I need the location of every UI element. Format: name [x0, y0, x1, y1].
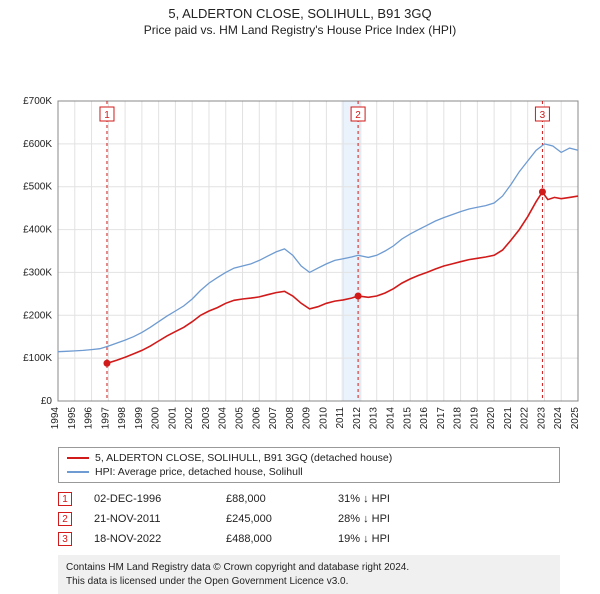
series-line-hpi — [58, 144, 578, 352]
y-tick-label: £700K — [23, 96, 52, 107]
x-tick-label: 2004 — [218, 407, 229, 430]
x-tick-label: 2020 — [486, 407, 497, 430]
x-tick-label: 2014 — [385, 407, 396, 430]
x-tick-label: 2025 — [570, 407, 581, 430]
y-tick-label: £600K — [23, 139, 52, 150]
chart-svg: £0 £100K £200K £300K £400K £500K £600K £700K 199… — [0, 43, 600, 443]
transaction-index-box: 2 — [58, 512, 72, 526]
event-marker-label: 2 — [355, 110, 361, 121]
legend-item: 5, ALDERTON CLOSE, SOLIHULL, B91 3GQ (de… — [61, 451, 557, 465]
x-tick-label: 2000 — [151, 407, 162, 430]
transaction-row: 1 02-DEC-1996 £88,000 31% ↓ HPI — [58, 489, 560, 509]
y-tick-label: £100K — [23, 353, 52, 364]
y-tick-label: £400K — [23, 225, 52, 236]
transaction-diff: 31% ↓ HPI — [338, 493, 438, 505]
x-tick-label: 1999 — [134, 407, 145, 430]
x-tick-label: 2021 — [503, 407, 514, 430]
x-tick-label: 2009 — [302, 407, 313, 430]
transaction-date: 02-DEC-1996 — [94, 493, 204, 505]
x-tick-label: 2001 — [167, 407, 178, 430]
y-tick-label: £300K — [23, 267, 52, 278]
page-title: 5, ALDERTON CLOSE, SOLIHULL, B91 3GQ — [0, 6, 600, 21]
y-tick-label: £500K — [23, 182, 52, 193]
legend-label: 5, ALDERTON CLOSE, SOLIHULL, B91 3GQ (de… — [95, 452, 392, 464]
transaction-date: 21-NOV-2011 — [94, 513, 204, 525]
x-tick-label: 1995 — [67, 407, 78, 430]
y-tick-label: £0 — [41, 396, 53, 407]
x-tick-label: 2024 — [553, 407, 564, 430]
footer-line: Contains HM Land Registry data © Crown c… — [66, 561, 552, 575]
transaction-price: £488,000 — [226, 533, 316, 545]
x-tick-label: 2002 — [184, 407, 195, 430]
transaction-date: 18-NOV-2022 — [94, 533, 204, 545]
transaction-row: 3 18-NOV-2022 £488,000 19% ↓ HPI — [58, 529, 560, 549]
x-tick-label: 2023 — [536, 407, 547, 430]
legend-swatch — [67, 457, 89, 459]
x-tick-label: 2003 — [201, 407, 212, 430]
x-tick-label: 1997 — [100, 407, 111, 430]
x-tick-label: 2016 — [419, 407, 430, 430]
sale-dot — [539, 188, 546, 195]
attribution-footer: Contains HM Land Registry data © Crown c… — [58, 555, 560, 594]
transaction-row: 2 21-NOV-2011 £245,000 28% ↓ HPI — [58, 509, 560, 529]
x-tick-label: 2012 — [352, 407, 363, 430]
page-subtitle: Price paid vs. HM Land Registry's House … — [0, 23, 600, 37]
x-tick-label: 1996 — [84, 407, 95, 430]
legend-swatch — [67, 471, 89, 473]
highlight-band — [341, 101, 361, 401]
x-tick-label: 2005 — [235, 407, 246, 430]
x-tick-label: 2006 — [251, 407, 262, 430]
transaction-diff: 28% ↓ HPI — [338, 513, 438, 525]
x-tick-label: 2019 — [469, 407, 480, 430]
price-chart: £0 £100K £200K £300K £400K £500K £600K £700K 199… — [0, 43, 600, 443]
x-tick-label: 2018 — [453, 407, 464, 430]
transaction-price: £245,000 — [226, 513, 316, 525]
legend-label: HPI: Average price, detached house, Soli… — [95, 466, 303, 478]
event-marker-label: 3 — [540, 110, 546, 121]
x-tick-label: 2013 — [369, 407, 380, 430]
x-tick-label: 1994 — [50, 407, 61, 430]
legend: 5, ALDERTON CLOSE, SOLIHULL, B91 3GQ (de… — [58, 447, 560, 483]
x-tick-label: 2008 — [285, 407, 296, 430]
legend-item: HPI: Average price, detached house, Soli… — [61, 465, 557, 479]
x-tick-label: 2022 — [520, 407, 531, 430]
sale-dot — [355, 293, 362, 300]
footer-line: This data is licensed under the Open Gov… — [66, 575, 552, 589]
x-tick-label: 2010 — [318, 407, 329, 430]
event-marker-label: 1 — [104, 110, 110, 121]
x-tick-label: 1998 — [117, 407, 128, 430]
x-tick-label: 2007 — [268, 407, 279, 430]
transaction-price: £88,000 — [226, 493, 316, 505]
transaction-table: 1 02-DEC-1996 £88,000 31% ↓ HPI 2 21-NOV-2011… — [58, 489, 560, 549]
transaction-index-box: 3 — [58, 532, 72, 546]
x-tick-label: 2017 — [436, 407, 447, 430]
sale-dot — [103, 360, 110, 367]
transaction-index-box: 1 — [58, 492, 72, 506]
x-tick-label: 2011 — [335, 407, 346, 429]
y-tick-label: £200K — [23, 310, 52, 321]
transaction-diff: 19% ↓ HPI — [338, 533, 438, 545]
x-tick-label: 2015 — [402, 407, 413, 430]
